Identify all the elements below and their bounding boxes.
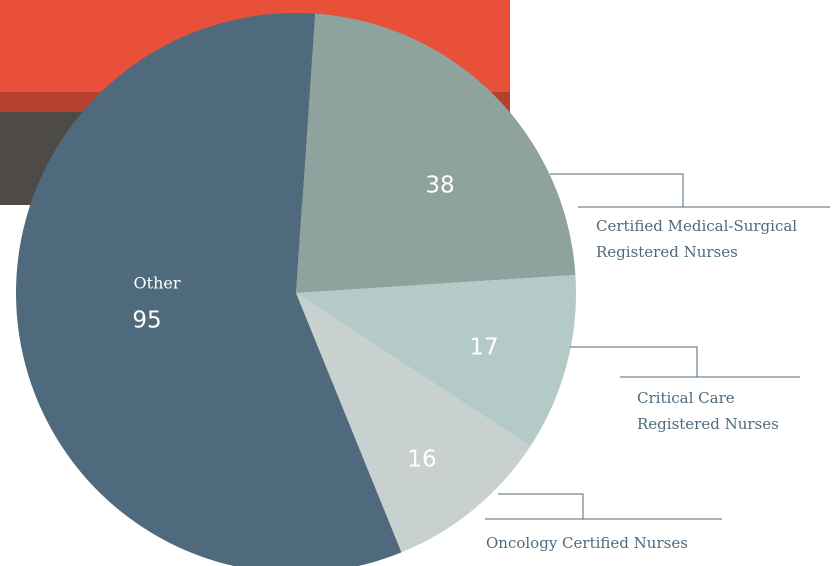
value-label: 95 — [132, 308, 161, 334]
pie-slice — [296, 13, 576, 293]
slice-label: Oncology Certified Nurses — [486, 534, 688, 552]
slice-name: Other — [134, 274, 181, 293]
leader-line — [550, 173, 830, 208]
pie-slice — [16, 13, 402, 566]
pie-slice — [296, 293, 531, 553]
leader-line — [570, 346, 800, 378]
slice-label: Critical Care Registered Nurses — [637, 389, 779, 433]
value-label: 38 — [425, 173, 454, 199]
slice-label: Certified Medical-Surgical Registered Nu… — [596, 217, 798, 261]
value-label: 16 — [407, 447, 436, 473]
pie-slice — [296, 274, 577, 447]
leader-line — [485, 493, 722, 520]
value-label: 17 — [469, 335, 498, 361]
